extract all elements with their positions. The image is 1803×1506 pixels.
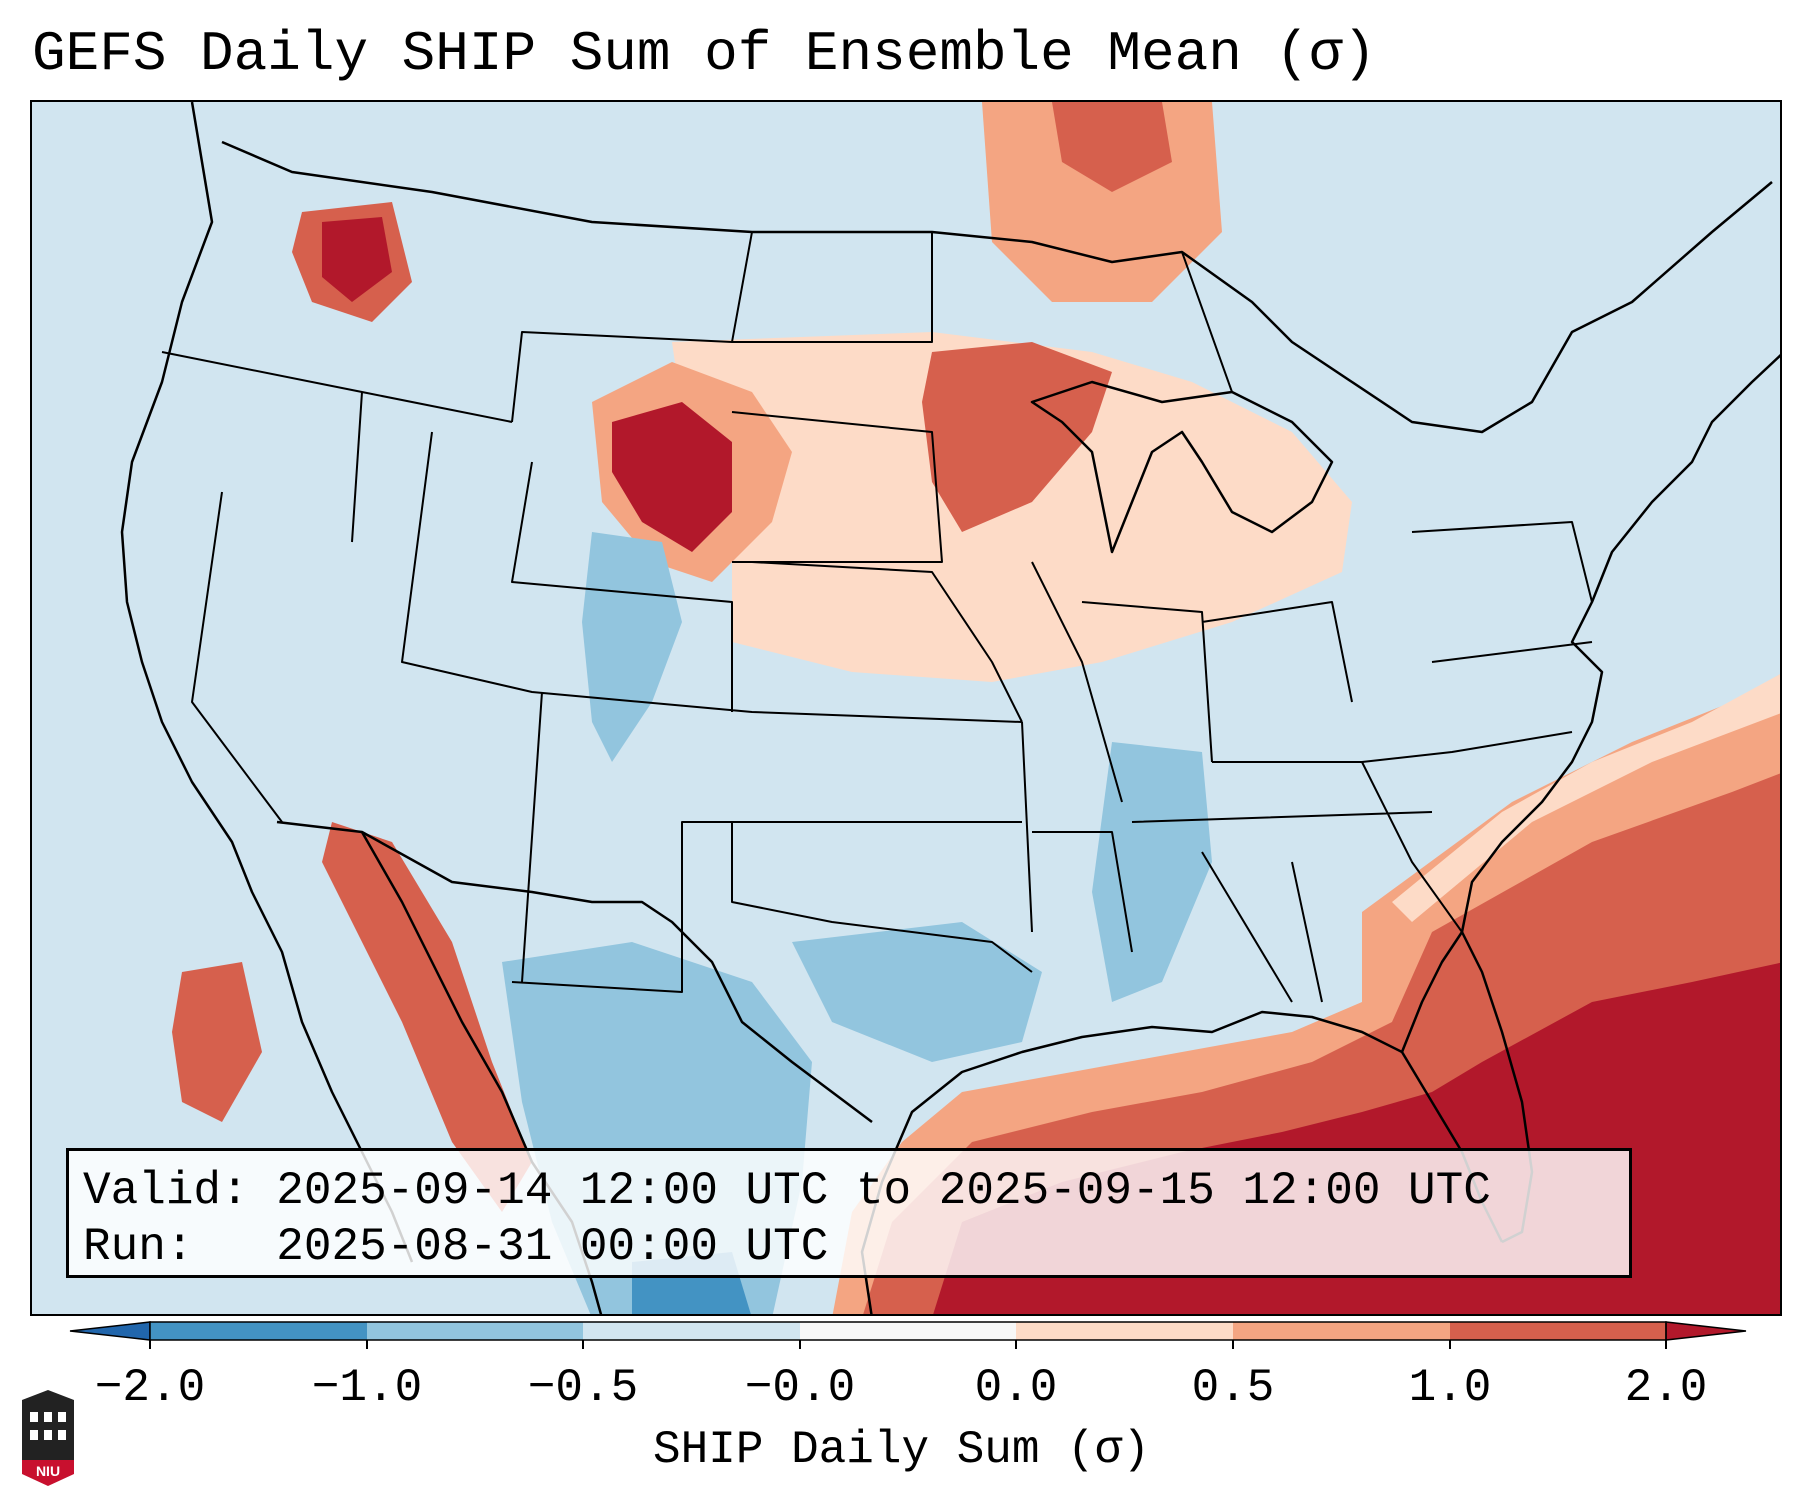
colorbar-tick-label: 0.0	[974, 1362, 1058, 1414]
colorbar-segment	[583, 1322, 800, 1340]
valid-value: 2025-09-14 12:00 UTC to 2025-09-15 12:00…	[276, 1165, 1491, 1217]
state-lines	[161, 231, 1593, 1003]
colorbar	[69, 1321, 1747, 1349]
anomaly-patch-positive-light	[1392, 674, 1780, 922]
anomaly-patch-canada-strong	[1052, 102, 1172, 192]
colorbar-tick-label: −0.0	[744, 1362, 856, 1414]
run-value: 2025-08-31 00:00 UTC	[276, 1221, 829, 1273]
anomaly-patch-wyoming	[612, 402, 732, 552]
colorbar-extend-low	[69, 1321, 151, 1341]
great-lakes	[1030, 380, 1334, 554]
valid-label: Valid:	[83, 1165, 249, 1217]
us-canada-border	[221, 140, 1773, 434]
anomaly-patch-rockies-negative	[582, 532, 682, 762]
colorbar-tick-label: −0.5	[527, 1362, 639, 1414]
colorbar-tick-label: 1.0	[1408, 1362, 1492, 1414]
map-canvas	[120, 102, 1780, 1314]
anomaly-patch-texas-negative	[792, 922, 1042, 1062]
map-panel	[30, 100, 1782, 1316]
us-mexico-border	[276, 820, 873, 1123]
anomaly-patch-northwest-core	[322, 217, 392, 302]
colorbar-tick-label: 2.0	[1624, 1362, 1708, 1414]
anomaly-patch-pacific	[172, 962, 262, 1122]
niu-logo-icon: NIU	[22, 1390, 74, 1486]
colorbar-segment	[1233, 1322, 1450, 1340]
anomaly-field	[172, 102, 1780, 1314]
colorbar-tick-label: 0.5	[1191, 1362, 1275, 1414]
colorbar-tick-label: −2.0	[94, 1362, 206, 1414]
colorbar-segment	[1450, 1322, 1666, 1340]
anomaly-patch-midwest-strong	[922, 342, 1112, 532]
colorbar-label: SHIP Daily Sum (σ)	[653, 1424, 1150, 1476]
colorbar-extend-high	[1665, 1321, 1747, 1341]
anomaly-patch-baja	[322, 822, 532, 1212]
colorbar-segment	[1016, 1322, 1233, 1340]
run-label: Run:	[83, 1221, 194, 1273]
colorbar-tick-label: −1.0	[311, 1362, 423, 1414]
colorbar-segment	[367, 1322, 583, 1340]
colorbar-outline	[149, 1321, 1667, 1341]
east-coastline	[1460, 354, 1780, 933]
colorbar-segment	[800, 1322, 1016, 1340]
valid-run-info-box: Valid: 2025-09-14 12:00 UTC to 2025-09-1…	[66, 1148, 1632, 1278]
svg-text:NIU: NIU	[36, 1463, 60, 1479]
anomaly-patch-mississippi-negative	[1092, 742, 1212, 1002]
map-title: GEFS Daily SHIP Sum of Ensemble Mean (σ)	[32, 22, 1377, 86]
gulf-coastline	[860, 1010, 1504, 1314]
west-coastline	[120, 102, 414, 1263]
colorbar-segment	[150, 1322, 367, 1340]
